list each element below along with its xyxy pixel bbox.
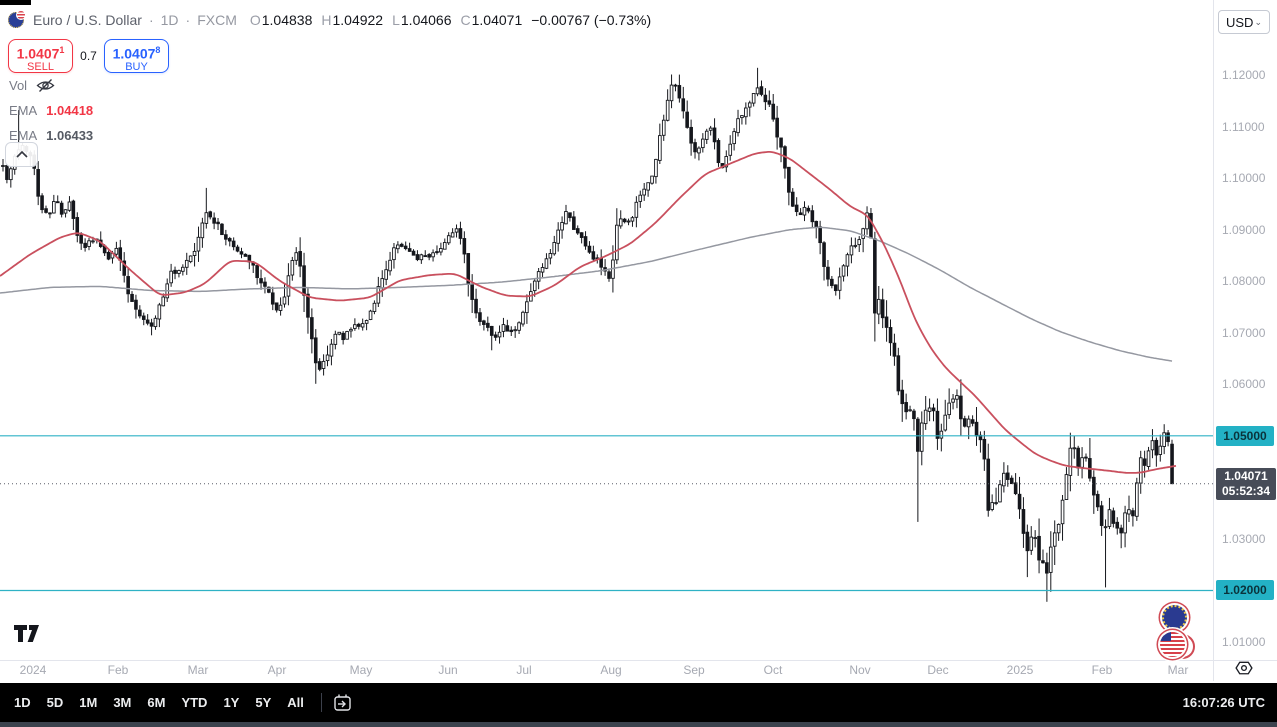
price-axis[interactable]: USD ⌄ 1.04071 05:52:34 1.12000 1.11000 1.1… <box>1214 0 1277 660</box>
symbol-name[interactable]: Euro / U.S. Dollar <box>33 12 142 28</box>
price-tick: 1.12000 <box>1222 68 1266 82</box>
price-tick: 1.07000 <box>1222 325 1266 340</box>
time-tick: Nov <box>849 663 871 677</box>
eye-slash-icon[interactable] <box>36 78 55 93</box>
bottom-toolbar: 1D 5D 1M 3M 6M YTD 1Y 5Y All 16:07:26 UTC <box>0 683 1277 722</box>
time-tick: Jun <box>438 663 458 677</box>
tradingview-logo[interactable] <box>13 624 40 648</box>
close-value: 1.04071 <box>471 12 523 28</box>
ema-slow-legend-row[interactable]: EMA 1.06433 <box>9 126 93 144</box>
buy-button[interactable]: 1.04078 BUY <box>104 39 169 73</box>
range-button-3M[interactable]: 3M <box>105 691 139 714</box>
chevron-down-icon: ⌄ <box>1254 16 1262 27</box>
time-tick: Jul <box>516 663 532 677</box>
ema-fast-label: EMA <box>9 102 38 118</box>
time-tick: Apr <box>267 663 287 677</box>
bottom-status-strip <box>0 722 1277 727</box>
time-tick: 2025 <box>1006 663 1034 677</box>
eurusd-flag-icon <box>8 10 26 29</box>
level-price-badge: 1.02000 <box>1216 580 1274 601</box>
toolbar-divider <box>320 693 322 712</box>
open-value: 1.04838 <box>261 12 313 28</box>
time-axis[interactable]: 2024 Feb Mar Apr May Jun Jul Aug Sep Oct Nov Dec 202… <box>0 661 1213 681</box>
sell-button[interactable]: 1.04071 SELL <box>8 39 73 73</box>
usd-flag-logo <box>1160 632 1185 657</box>
price-tick: 1.11000 <box>1222 119 1265 134</box>
currency-toggle-button[interactable]: USD ⌄ <box>1218 10 1270 34</box>
range-button-1D[interactable]: 1D <box>6 691 39 714</box>
volume-label[interactable]: Vol <box>9 77 28 93</box>
volume-legend-row: Vol <box>9 76 93 94</box>
time-tick: Dec <box>927 663 949 677</box>
high-value: 1.04922 <box>332 12 384 28</box>
candlestick-chart[interactable] <box>0 0 1213 660</box>
time-tick: May <box>349 663 373 677</box>
ema-fast-value: 1.04418 <box>46 102 94 118</box>
time-tick: Mar <box>187 663 209 677</box>
range-button-6M[interactable]: 6M <box>139 691 173 714</box>
interval-label[interactable]: 1D <box>160 12 179 28</box>
ema-slow-value: 1.06433 <box>46 127 94 143</box>
axis-settings-gear-icon[interactable] <box>1235 659 1253 677</box>
symbol-header: Euro / U.S. Dollar · 1D · FXCM O1.04838 … <box>8 9 651 31</box>
ohlc-readout: O1.04838 H1.04922 L1.04066 C1.04071 −0.0… <box>249 12 652 28</box>
utc-clock[interactable]: 16:07:26 UTC <box>1182 695 1265 710</box>
range-button-YTD[interactable]: YTD <box>173 691 215 714</box>
range-button-1M[interactable]: 1M <box>71 691 105 714</box>
price-tick: 1.06000 <box>1222 377 1266 392</box>
ema-fast-legend-row[interactable]: EMA 1.04418 <box>9 101 93 119</box>
indicator-legend: Vol EMA 1.04418 EMA 1.06433 <box>9 76 93 151</box>
price-tick: 1.03000 <box>1222 531 1266 546</box>
time-tick: 2024 <box>19 663 47 677</box>
time-axis-separator <box>0 660 1277 661</box>
range-button-5Y[interactable]: 5Y <box>247 691 279 714</box>
level-price-badge: 1.05000 <box>1216 425 1274 446</box>
ema-slow-label: EMA <box>9 127 38 143</box>
spread-value: 0.7 <box>80 49 97 63</box>
price-axis-separator <box>1213 0 1214 681</box>
time-tick: Oct <box>763 663 783 677</box>
price-tick: 1.09000 <box>1222 222 1266 237</box>
legend-collapse-button[interactable] <box>5 142 38 167</box>
last-price-badge: 1.04071 05:52:34 <box>1216 467 1276 500</box>
trade-panel: 1.04071 SELL 0.7 1.04078 BUY <box>8 39 169 73</box>
go-to-date-button[interactable] <box>333 693 352 712</box>
candles-layer <box>1 67 1174 602</box>
range-button-All[interactable]: All <box>279 691 312 714</box>
ema-slow-line <box>0 226 1173 362</box>
chevron-up-icon <box>15 151 28 158</box>
price-tick: 1.08000 <box>1222 274 1266 289</box>
exchange-label: FXCM <box>197 12 237 28</box>
bar-countdown: 05:52:34 <box>1221 483 1271 498</box>
change-value: −0.00767 (−0.73%) <box>531 12 652 28</box>
time-tick: Feb <box>1091 663 1113 677</box>
range-button-5D[interactable]: 5D <box>39 691 72 714</box>
euro-flag-logo <box>1162 605 1187 630</box>
time-tick: Mar <box>1167 663 1189 677</box>
range-button-1Y[interactable]: 1Y <box>215 691 247 714</box>
low-value: 1.04066 <box>400 12 452 28</box>
time-tick: Feb <box>107 663 129 677</box>
price-tick: 1.10000 <box>1222 171 1266 186</box>
ema-fast-line <box>0 151 1177 474</box>
last-price-value: 1.04071 <box>1224 468 1268 483</box>
time-tick: Aug <box>600 663 622 677</box>
window-top-notch <box>0 0 31 5</box>
calendar-arrow-icon <box>334 694 351 711</box>
price-tick: 1.01000 <box>1222 635 1266 649</box>
time-tick: Sep <box>683 663 705 677</box>
